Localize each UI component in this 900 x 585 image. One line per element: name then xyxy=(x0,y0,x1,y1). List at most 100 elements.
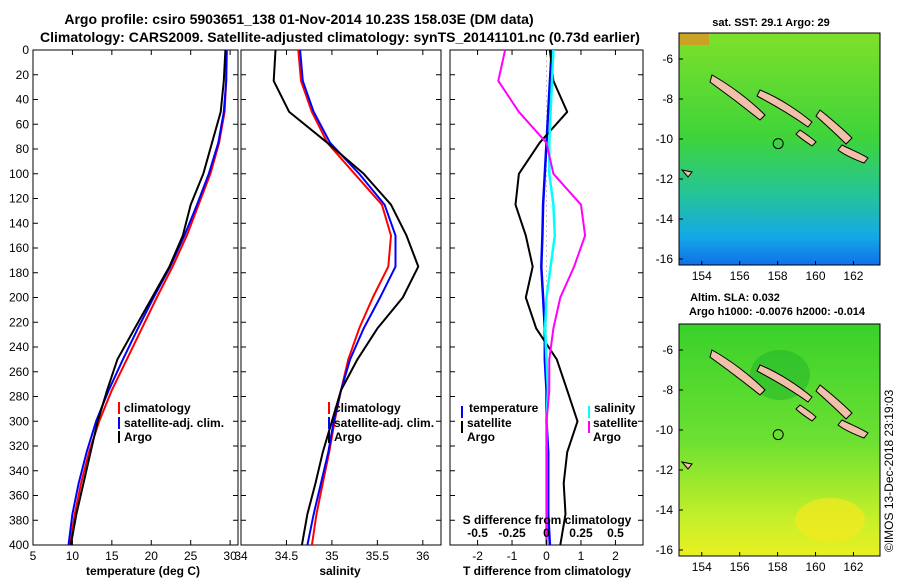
temperature-lines xyxy=(67,50,228,545)
map-y-tick-label: -14 xyxy=(656,503,674,517)
legend-swatch xyxy=(461,421,463,433)
imos-watermark: ©IMOS 13-Dec-2018 23:19:03 xyxy=(882,389,896,552)
legend-swatch xyxy=(588,421,590,433)
y-tick-label: 400 xyxy=(9,538,29,552)
temperature-xlabel: temperature (deg C) xyxy=(86,564,200,578)
map-y-tick-label: -8 xyxy=(662,383,673,397)
island-shape xyxy=(756,89,813,128)
argo-location-marker xyxy=(772,429,784,441)
sst-warm-patch xyxy=(679,33,709,45)
temperature-profile-panel: temperature (deg C) climatology satellit… xyxy=(9,43,239,578)
y-tick-label: 300 xyxy=(9,414,29,428)
y-tick-label: 40 xyxy=(16,93,30,107)
series-line xyxy=(69,50,227,545)
series-line xyxy=(299,50,397,545)
map-x-tick-label: 154 xyxy=(692,269,712,283)
map-x-tick-label: 158 xyxy=(768,560,788,574)
sst-islands xyxy=(680,74,869,178)
sst-map-panel: sat. SST: 29.1 Argo: 29 154 156 158 160 162 -… xyxy=(656,17,881,283)
legend-t-satellite-label: satellite xyxy=(467,416,512,430)
island-shape xyxy=(815,384,853,420)
map-x-tick-label: 158 xyxy=(768,269,788,283)
x-tick-label: 1 xyxy=(578,549,585,563)
legend-swatch xyxy=(328,431,330,443)
map-y-tick-label: -14 xyxy=(656,212,674,226)
difference-legend: temperature satellite Argo salinity sate… xyxy=(467,401,638,444)
x-tick-label: 36 xyxy=(416,549,430,563)
x-tick-label: 15 xyxy=(105,549,119,563)
difference-xlabel: T difference from climatology xyxy=(463,564,631,578)
map-y-tick-label: -12 xyxy=(656,463,674,477)
sla-map-panel: Altim. SLA: 0.032 Argo h1000: -0.0076 h2… xyxy=(656,292,881,574)
map-y-tick-label: -16 xyxy=(656,543,674,557)
legend-swatch xyxy=(118,417,120,429)
legend-satellite-label: satellite-adj. clim. xyxy=(334,416,434,430)
sla-map-frame xyxy=(678,323,881,557)
map-y-tick-label: -16 xyxy=(656,252,674,266)
y-tick-label: 360 xyxy=(9,489,29,503)
x-tick-label: 5 xyxy=(30,549,37,563)
legend-s-argo-label: Argo xyxy=(593,430,621,444)
island-shape xyxy=(756,364,813,403)
figure-title-line1: Argo profile: csiro 5903651_138 01-Nov-2… xyxy=(64,11,533,27)
temperature-legend: climatology satellite-adj. clim. Argo xyxy=(124,401,224,444)
legend-salinity-title: salinity xyxy=(594,401,636,415)
y-tick-label: 320 xyxy=(9,439,29,453)
x-tick-label: 35 xyxy=(325,549,339,563)
x-tick-label: 25 xyxy=(184,549,198,563)
sla-map-subtitle: Argo h1000: -0.0076 h2000: -0.014 xyxy=(689,306,866,318)
legend-swatch xyxy=(461,406,463,418)
legend-swatch xyxy=(328,402,330,414)
figure-title-line2: Climatology: CARS2009. Satellite-adjuste… xyxy=(40,29,640,45)
sla-islands xyxy=(680,349,869,470)
y-tick-label: 120 xyxy=(9,192,29,206)
y-tick-label: 100 xyxy=(9,167,29,181)
series-line xyxy=(540,50,553,545)
x-tick-label: 10 xyxy=(66,549,80,563)
legend-swatch xyxy=(588,406,590,418)
salinity-xlabel: salinity xyxy=(319,564,361,578)
island-shape xyxy=(795,129,817,147)
island-shape xyxy=(837,419,869,439)
series-line xyxy=(297,50,392,545)
map-y-tick-label: -8 xyxy=(662,92,673,106)
temperature-axes-frame xyxy=(32,49,239,546)
legend-t-argo-label: Argo xyxy=(467,430,495,444)
legend-satellite-label: satellite-adj. clim. xyxy=(124,416,224,430)
sla-map-title: Altim. SLA: 0.032 xyxy=(690,292,780,304)
x-tick-label: 34.5 xyxy=(275,549,299,563)
x-tick-label: 20 xyxy=(145,549,159,563)
legend-climatology-label: climatology xyxy=(334,401,401,415)
legend-argo-label: Argo xyxy=(124,430,152,444)
y-tick-label: 140 xyxy=(9,216,29,230)
s-diff-tick-label: -0.5 xyxy=(467,526,488,540)
salinity-lines xyxy=(272,50,420,545)
map-y-tick-label: -6 xyxy=(662,343,673,357)
sst-map-title: sat. SST: 29.1 Argo: 29 xyxy=(712,17,830,29)
y-tick-label: 280 xyxy=(9,390,29,404)
x-tick-label: -1 xyxy=(507,549,518,563)
x-tick-label: 0 xyxy=(543,549,550,563)
map-y-tick-label: -10 xyxy=(656,423,674,437)
sla-high-patch xyxy=(795,498,865,542)
map-y-tick-label: -10 xyxy=(656,132,674,146)
island-shape xyxy=(680,461,693,470)
difference-lines xyxy=(497,50,587,545)
map-x-tick-label: 162 xyxy=(843,269,863,283)
s-diff-tick-label: 0.5 xyxy=(607,526,624,540)
series-line xyxy=(497,50,587,545)
y-tick-label: 220 xyxy=(9,315,29,329)
map-x-tick-label: 160 xyxy=(806,269,826,283)
legend-swatch xyxy=(118,402,120,414)
y-tick-label: 60 xyxy=(16,117,30,131)
island-shape xyxy=(709,74,766,121)
legend-temperature-title: temperature xyxy=(469,401,539,415)
map-x-tick-label: 160 xyxy=(806,560,826,574)
y-tick-label: 80 xyxy=(16,142,30,156)
legend-swatch xyxy=(328,417,330,429)
y-tick-label: 160 xyxy=(9,241,29,255)
y-tick-label: 380 xyxy=(9,513,29,527)
x-tick-label: -2 xyxy=(472,549,483,563)
series-line xyxy=(67,50,228,545)
